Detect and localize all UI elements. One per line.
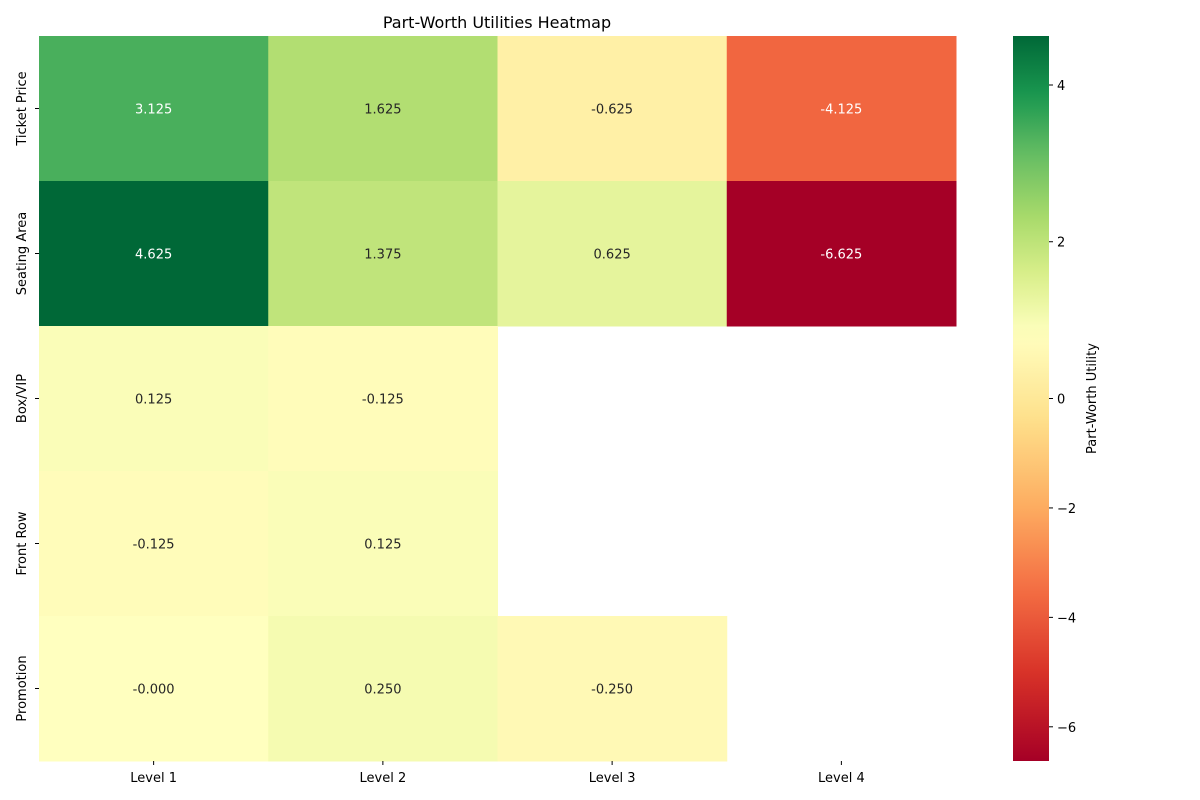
cell-label-r2-c1: -0.125 [362,393,404,408]
y-tick-label-1: Seating Area [15,212,30,295]
chart-title: Part-Worth Utilities Heatmap [383,13,611,32]
x-tick-label-3: Level 4 [818,771,865,786]
colorbar: 4 2 0 −2 −4 −6 Part-Worth Utility [1013,36,1100,761]
cell-label-r3-c1: 0.125 [364,538,401,553]
colorbar-ticks: 4 2 0 −2 −4 −6 [1049,79,1076,736]
cell-label-r0-c0: 3.125 [135,103,172,118]
y-tick-label-3: Front Row [15,511,30,575]
x-tick-label-2: Level 3 [589,771,636,786]
cell-label-r0-c3: -4.125 [820,103,862,118]
cell-label-r1-c0: 4.625 [135,248,172,263]
colorbar-gradient [1013,36,1049,761]
x-tick-label-1: Level 2 [360,771,407,786]
cell-r0-c1 [268,36,498,182]
x-axis: Level 1 Level 2 Level 3 Level 4 [130,761,865,786]
y-axis: Ticket Price Seating Area Box/VIP Front Row… [15,71,39,722]
colorbar-label: Part-Worth Utility [1085,343,1100,454]
cell-label-r4-c0: -0.000 [133,683,175,698]
colorbar-tick-label-2: 0 [1057,393,1065,408]
cell-r0-c3 [726,36,957,182]
x-tick-label-0: Level 1 [130,771,177,786]
colorbar-tick-label-0: 4 [1057,79,1065,94]
cell-r2-c1 [268,326,498,472]
cell-label-r4-c1: 0.250 [364,683,401,698]
cell-r4-c1 [268,616,498,762]
cell-r2-c0 [39,326,269,472]
cell-r0-c0 [39,36,269,182]
colorbar-tick-label-5: −6 [1057,721,1076,736]
cell-label-r1-c3: -6.625 [820,248,862,263]
colorbar-tick-label-3: −2 [1057,502,1076,517]
heatmap-cells: 3.125 1.625 -0.625 -4.125 4.625 1.375 0.625 -6.… [39,36,957,762]
cell-label-r1-c1: 1.375 [364,248,401,263]
cell-label-r3-c0: -0.125 [133,538,175,553]
cell-label-r0-c1: 1.625 [364,103,401,118]
cell-label-r0-c2: -0.625 [591,103,633,118]
cell-r3-c0 [39,471,269,617]
cell-r1-c2 [497,181,728,327]
cell-r1-c3 [726,181,957,327]
cell-r1-c1 [268,181,498,327]
cell-r3-c1 [268,471,498,617]
y-tick-label-2: Box/VIP [15,374,30,423]
cell-label-r1-c2: 0.625 [594,248,631,263]
colorbar-tick-label-4: −4 [1057,611,1076,626]
cell-label-r4-c2: -0.250 [591,683,633,698]
cell-r0-c2 [497,36,728,182]
y-tick-label-4: Promotion [15,655,30,721]
colorbar-tick-label-1: 2 [1057,236,1065,251]
cell-r1-c0 [39,181,269,327]
cell-r4-c0 [39,616,269,762]
cell-r4-c2 [497,616,728,762]
cell-label-r2-c0: 0.125 [135,393,172,408]
y-tick-label-0: Ticket Price [15,71,30,146]
